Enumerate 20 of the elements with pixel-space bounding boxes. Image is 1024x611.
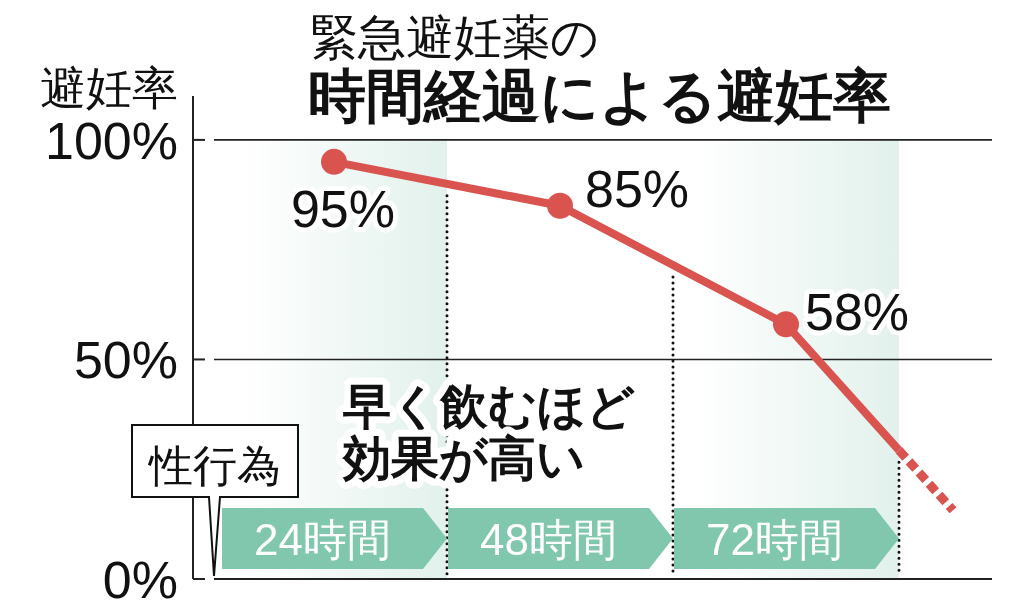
data-label: 58% — [805, 283, 910, 342]
x-tick-label: 48時間 — [480, 514, 617, 564]
chart-title: 時間経過による避妊率 — [308, 63, 891, 128]
data-label: 95% — [290, 179, 396, 238]
point — [547, 192, 573, 219]
chart-subtitle: 緊急避妊薬の — [310, 11, 599, 64]
tick-label: 72時間 — [674, 508, 899, 569]
tick-label: 48時間 — [448, 508, 673, 569]
point — [321, 148, 347, 175]
x-tick-label: 72時間 — [706, 514, 843, 564]
x-tick-label: 24時間 — [254, 514, 391, 564]
point — [773, 311, 799, 338]
y-tick-label: 100% — [45, 111, 178, 170]
y-tick-label: 50% — [73, 331, 178, 390]
tick-label: 24時間 — [222, 508, 447, 569]
y-axis-title: 避妊率 — [40, 62, 178, 114]
y-tick-label: 0% — [102, 551, 178, 609]
data-label: 85% — [585, 159, 690, 218]
annotation: 早く飲むほど効果が高い — [341, 380, 635, 485]
annotation: 性行為 — [147, 441, 281, 490]
